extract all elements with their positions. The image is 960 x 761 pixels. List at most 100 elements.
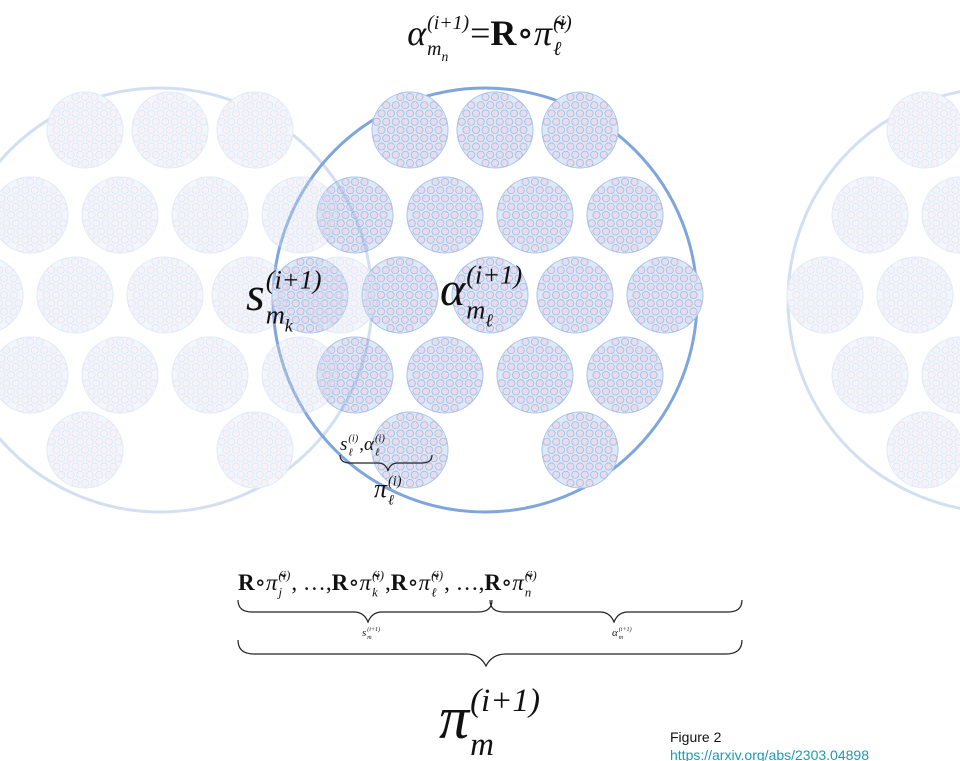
node [199, 134, 208, 143]
node [592, 210, 601, 219]
node [459, 370, 468, 379]
node [374, 395, 383, 404]
node [100, 142, 109, 151]
node [81, 429, 90, 438]
node [66, 470, 75, 479]
node [0, 307, 8, 316]
node [566, 126, 575, 135]
node [616, 186, 625, 195]
node [471, 266, 480, 275]
node [526, 395, 535, 404]
node [205, 337, 214, 346]
node [866, 370, 875, 379]
node [391, 150, 400, 159]
node [134, 387, 143, 396]
node [90, 412, 99, 421]
node [346, 395, 355, 404]
node [552, 307, 561, 316]
figure-caption: Figure 2 [670, 729, 722, 745]
node [85, 134, 94, 143]
node [956, 177, 960, 186]
node [405, 109, 414, 118]
braces [237, 454, 743, 668]
node [382, 134, 391, 143]
node [222, 109, 231, 118]
node [269, 266, 278, 275]
node [104, 470, 113, 479]
node [870, 362, 879, 371]
node [646, 266, 655, 275]
node [464, 219, 473, 228]
node [81, 445, 90, 454]
node [45, 194, 54, 203]
source-link[interactable]: https://arxiv.org/abs/2303.04898 [670, 747, 869, 761]
node [502, 210, 511, 219]
node [80, 324, 89, 333]
math-text: (i+1) [367, 626, 380, 633]
node [540, 354, 549, 363]
node [412, 210, 421, 219]
node [165, 266, 174, 275]
node [201, 219, 210, 228]
node [927, 194, 936, 203]
node [260, 282, 269, 291]
node [260, 266, 269, 275]
node [160, 257, 169, 266]
node [445, 379, 454, 388]
node [25, 337, 34, 346]
node [335, 257, 344, 266]
node [111, 379, 120, 388]
node [606, 202, 615, 211]
node [49, 235, 58, 244]
node [602, 194, 611, 203]
node [395, 257, 404, 266]
node [374, 379, 383, 388]
node [132, 134, 141, 143]
node [916, 117, 925, 126]
node [191, 379, 200, 388]
node [35, 227, 44, 236]
node [106, 194, 115, 203]
node [40, 186, 49, 195]
node [71, 109, 80, 118]
node [324, 274, 333, 283]
node [76, 117, 85, 126]
node [925, 437, 934, 446]
node [412, 387, 421, 396]
node [630, 210, 639, 219]
node [436, 346, 445, 355]
node [269, 462, 278, 471]
node [301, 266, 310, 275]
node [842, 235, 851, 244]
node [450, 210, 459, 219]
node [906, 315, 915, 324]
node [217, 290, 226, 299]
node [81, 126, 90, 135]
node [30, 379, 39, 388]
node [599, 150, 608, 159]
node [196, 210, 205, 219]
math-text: α [364, 434, 375, 455]
node [911, 290, 920, 299]
node [265, 101, 274, 110]
node [956, 404, 960, 413]
node [680, 274, 689, 283]
node [305, 370, 314, 379]
node [405, 274, 414, 283]
node [892, 142, 901, 151]
node [139, 202, 148, 211]
node [82, 219, 91, 228]
node [861, 219, 870, 228]
node [116, 177, 125, 186]
node [401, 101, 410, 110]
node [651, 307, 660, 316]
node [825, 266, 834, 275]
node [264, 290, 273, 299]
node [935, 134, 944, 143]
node [521, 244, 530, 253]
node [45, 354, 54, 363]
node [66, 117, 75, 126]
node [186, 194, 195, 203]
node [405, 412, 414, 421]
node [191, 202, 200, 211]
